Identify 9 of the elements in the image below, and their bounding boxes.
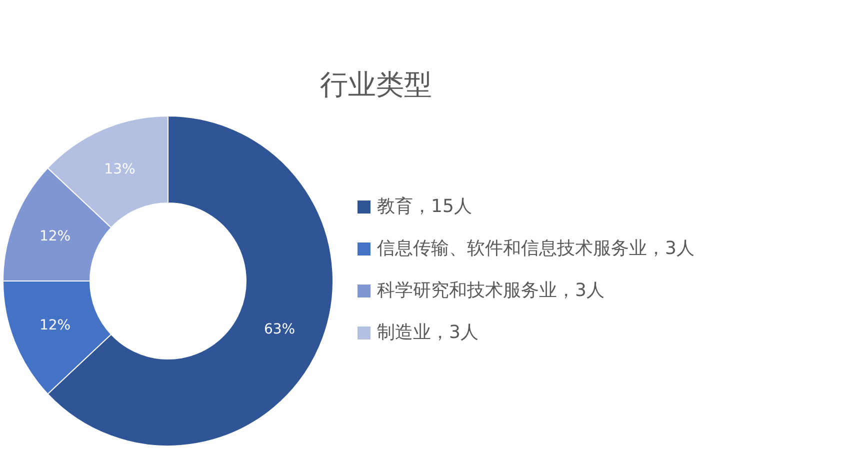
data-label: 12% [39, 318, 71, 334]
legend-label: 制造业，3人 [377, 322, 478, 343]
legend-label: 教育，15人 [377, 196, 472, 217]
legend-label: 科学研究和技术服务业，3人 [377, 280, 604, 301]
data-label: 12% [39, 228, 71, 244]
legend-label: 信息传输、软件和信息技术服务业，3人 [377, 238, 694, 259]
data-label: 13% [104, 161, 136, 178]
chart-title: 行业类型 [320, 68, 432, 101]
data-label: 63% [264, 321, 296, 338]
